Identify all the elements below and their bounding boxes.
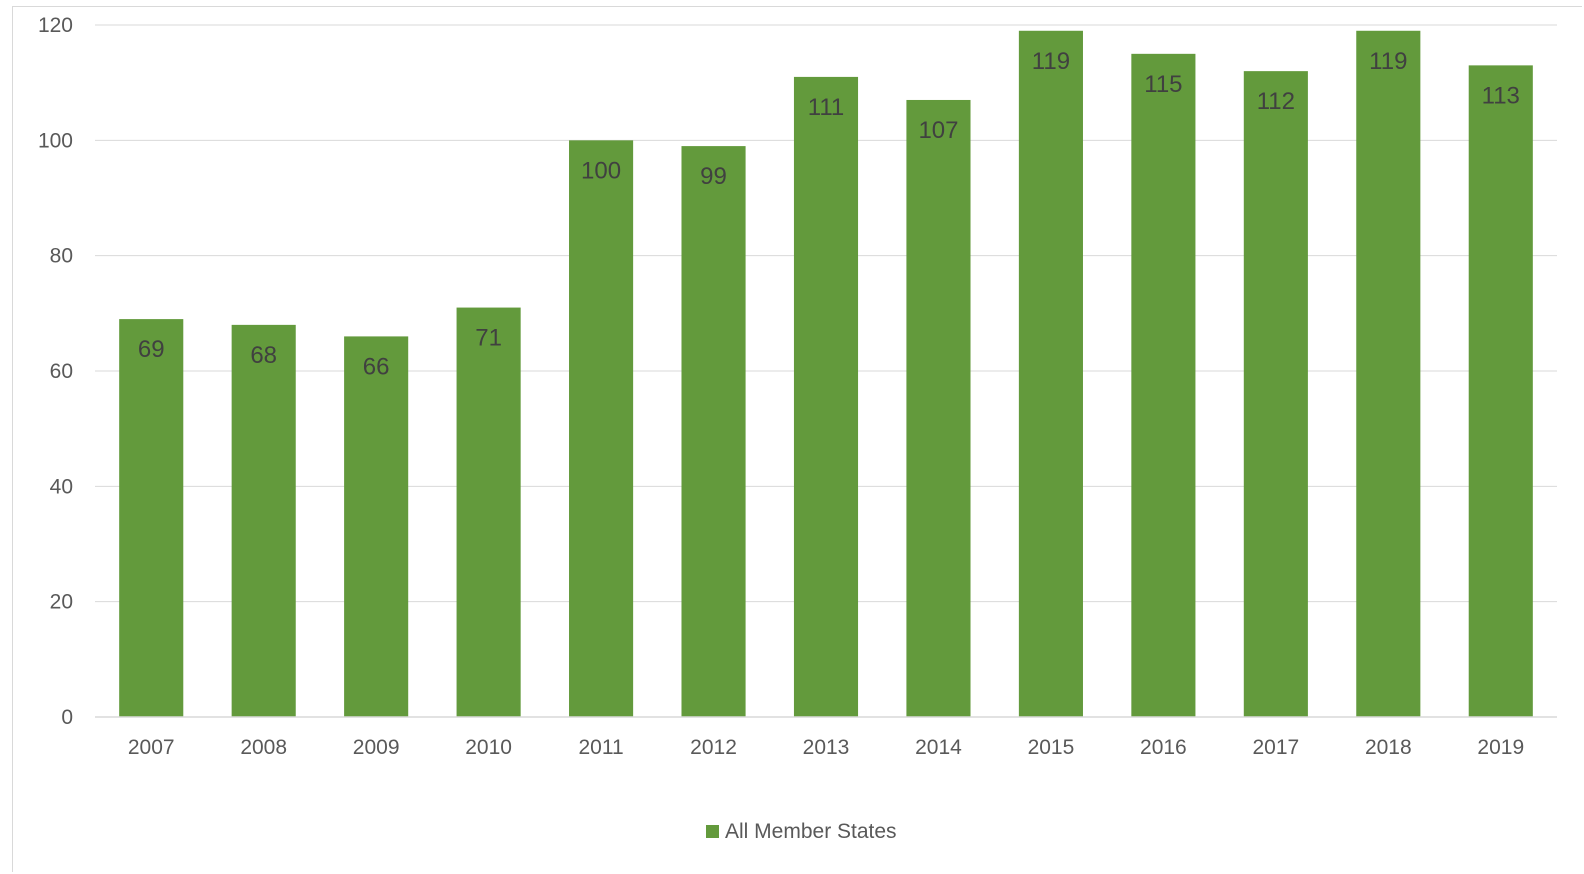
x-tick-label: 2007 <box>128 736 175 759</box>
x-tick-label: 2018 <box>1365 736 1412 759</box>
bar <box>344 336 409 717</box>
bar <box>119 319 184 717</box>
bar <box>681 146 746 718</box>
bar <box>1131 53 1196 718</box>
x-tick-label: 2012 <box>690 736 737 759</box>
legend: All Member States <box>706 820 897 843</box>
x-axis-tick-labels: 2007 2008 2009 2010 2011 2012 2013 2014 2015 2016… <box>128 736 1524 759</box>
data-label: 68 <box>250 342 277 369</box>
x-tick-label: 2016 <box>1140 736 1187 759</box>
y-tick-label: 120 <box>38 14 73 37</box>
data-label: 69 <box>138 336 165 363</box>
x-tick-label: 2009 <box>353 736 400 759</box>
bar <box>1243 71 1308 718</box>
y-tick-label: 60 <box>50 360 73 383</box>
bar <box>793 76 859 717</box>
legend-swatch <box>706 825 719 838</box>
data-label: 100 <box>581 157 621 184</box>
data-labels: 69 68 66 71 100 99 111 107 119 115 112 119 113 <box>138 48 1520 381</box>
chart-frame <box>12 6 1582 872</box>
data-label: 119 <box>1032 48 1070 75</box>
y-axis-tick-labels: 0 20 40 60 80 100 120 <box>38 14 73 729</box>
data-label: 107 <box>918 117 958 144</box>
bars <box>119 30 1533 718</box>
y-tick-label: 80 <box>50 245 73 268</box>
x-tick-label: 2008 <box>240 736 287 759</box>
y-tick-label: 100 <box>38 129 73 152</box>
data-label: 71 <box>475 325 502 352</box>
bar <box>906 99 971 717</box>
bar <box>1018 30 1083 718</box>
x-tick-label: 2015 <box>1028 736 1075 759</box>
x-tick-label: 2013 <box>803 736 850 759</box>
bar <box>569 140 634 718</box>
data-label: 99 <box>700 163 727 190</box>
y-tick-label: 0 <box>61 706 73 729</box>
data-label: 66 <box>363 353 390 380</box>
data-label: 111 <box>808 94 844 121</box>
x-tick-label: 2014 <box>915 736 962 759</box>
x-tick-label: 2017 <box>1252 736 1299 759</box>
x-tick-label: 2019 <box>1477 736 1524 759</box>
y-tick-label: 40 <box>50 475 73 498</box>
data-label: 115 <box>1144 71 1182 98</box>
data-label: 113 <box>1482 82 1520 109</box>
y-tick-label: 20 <box>50 591 73 614</box>
legend-label: All Member States <box>725 820 897 843</box>
bar <box>1356 30 1421 718</box>
x-tick-label: 2010 <box>465 736 512 759</box>
bar <box>1468 65 1533 717</box>
data-label: 119 <box>1369 48 1407 75</box>
x-tick-label: 2011 <box>578 736 623 759</box>
bar <box>456 307 521 717</box>
bar <box>231 324 296 717</box>
data-label: 112 <box>1257 88 1295 115</box>
